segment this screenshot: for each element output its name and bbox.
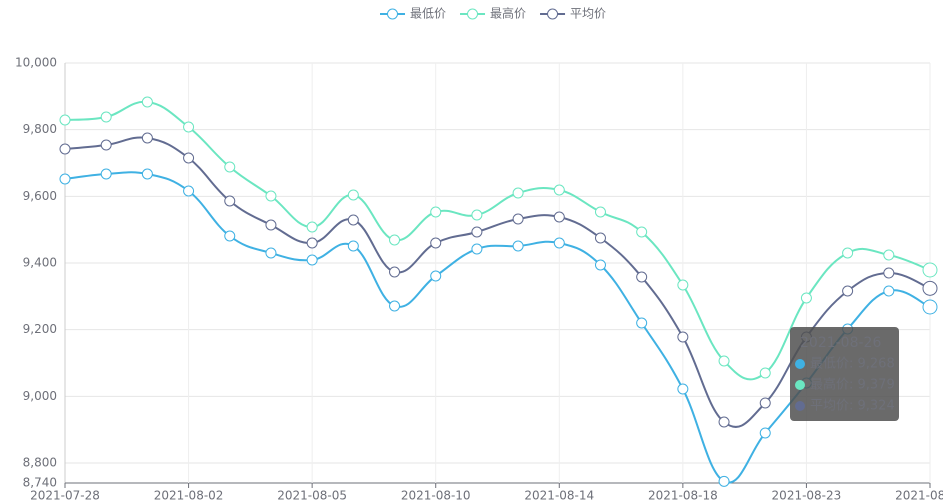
legend-marker: [387, 8, 398, 20]
data-point[interactable]: [59, 143, 71, 155]
x-tick-label: 2021-08-02: [154, 489, 224, 501]
data-point[interactable]: [636, 226, 648, 238]
data-point[interactable]: [141, 132, 153, 144]
data-point[interactable]: [141, 168, 153, 180]
data-point[interactable]: [224, 161, 236, 173]
x-tick-label: 2021-08-14: [524, 489, 594, 501]
data-point[interactable]: [347, 240, 359, 252]
data-point[interactable]: [883, 285, 895, 297]
data-point[interactable]: [183, 152, 195, 164]
y-tick-label: 8,800: [23, 456, 57, 470]
legend-label[interactable]: 最高价: [490, 6, 526, 21]
data-point[interactable]: [842, 285, 854, 297]
data-point[interactable]: [594, 206, 606, 218]
x-tick-label: 2021-08-18: [648, 489, 718, 501]
data-point[interactable]: [553, 211, 565, 223]
tooltip-line: 最高价: 9,379: [810, 377, 895, 393]
data-point[interactable]: [718, 416, 730, 428]
data-point[interactable]: [347, 214, 359, 226]
data-point[interactable]: [636, 317, 648, 329]
x-tick-label: 2021-08-10: [401, 489, 471, 501]
data-point[interactable]: [224, 230, 236, 242]
tooltip-dot: [795, 380, 805, 390]
y-tick-label: 9,800: [23, 122, 57, 136]
data-point[interactable]: [512, 187, 524, 199]
x-tick-label: 2021-08-23: [772, 489, 842, 501]
data-point[interactable]: [430, 270, 442, 282]
legend-marker: [467, 8, 479, 20]
tooltip-dot: [795, 359, 805, 369]
legend-label[interactable]: 最低价: [410, 7, 446, 21]
tooltip-line: 平均价: 9,324: [810, 399, 895, 414]
data-point[interactable]: [347, 189, 359, 201]
y-tick-label: 10,000: [15, 56, 57, 70]
tooltip-box: [790, 327, 899, 421]
data-point[interactable]: [677, 331, 689, 343]
data-point[interactable]: [183, 121, 195, 133]
data-point[interactable]: [553, 237, 565, 249]
data-point[interactable]: [265, 219, 277, 231]
series-line: [64, 136, 931, 428]
x-tick-label: 2021-07-28: [30, 489, 100, 501]
data-point[interactable]: [389, 234, 401, 246]
tooltip-line: 最低价: 9,268: [810, 357, 895, 372]
data-point[interactable]: [594, 259, 606, 271]
data-point[interactable]: [922, 280, 938, 296]
data-point[interactable]: [759, 427, 771, 439]
data-point[interactable]: [553, 184, 565, 196]
y-tick-label: 9,200: [23, 322, 57, 336]
data-point[interactable]: [265, 190, 277, 202]
data-point[interactable]: [842, 247, 854, 259]
data-point[interactable]: [800, 292, 812, 304]
tooltip-dot: [795, 401, 805, 411]
data-point[interactable]: [430, 206, 442, 218]
data-point[interactable]: [306, 237, 318, 249]
x-tick-label: 2021-08-05: [277, 489, 347, 501]
data-point[interactable]: [306, 221, 318, 233]
data-point[interactable]: [100, 139, 112, 151]
data-point[interactable]: [471, 209, 483, 221]
data-point[interactable]: [306, 254, 318, 266]
data-point[interactable]: [265, 247, 277, 259]
data-point[interactable]: [512, 240, 524, 252]
data-point[interactable]: [183, 185, 195, 197]
data-point[interactable]: [141, 96, 153, 108]
data-point[interactable]: [430, 237, 442, 249]
data-point[interactable]: [100, 168, 112, 180]
legend-label[interactable]: 平均价: [570, 7, 606, 21]
tooltip-title: 2021-08-26: [800, 335, 881, 351]
data-point[interactable]: [759, 397, 771, 409]
data-point[interactable]: [883, 267, 895, 279]
data-point[interactable]: [922, 299, 938, 315]
data-point[interactable]: [636, 271, 648, 283]
data-point[interactable]: [389, 300, 401, 312]
y-tick-label: 8,740: [23, 476, 57, 490]
tooltip: 2021-08-26 最低价: 9,268 最高价: 9,379 平均价: 9,324: [790, 327, 899, 421]
data-point[interactable]: [759, 367, 771, 379]
data-point[interactable]: [718, 475, 730, 487]
data-point[interactable]: [389, 266, 401, 278]
y-tick-label: 9,000: [23, 389, 57, 403]
legend: 最低价 最高价 平均价: [380, 6, 606, 21]
series-line: [64, 100, 931, 381]
data-point[interactable]: [677, 279, 689, 291]
data-point[interactable]: [471, 243, 483, 255]
data-point[interactable]: [883, 249, 895, 261]
data-point[interactable]: [512, 213, 524, 225]
data-point[interactable]: [224, 195, 236, 207]
data-point[interactable]: [718, 355, 730, 367]
data-point[interactable]: [100, 111, 112, 123]
data-point[interactable]: [59, 114, 71, 126]
legend-marker: [547, 8, 559, 20]
data-point[interactable]: [59, 173, 71, 185]
data-point[interactable]: [677, 383, 689, 395]
x-tick-label: 2021-08-26: [895, 489, 943, 501]
data-point[interactable]: [594, 232, 606, 244]
data-point[interactable]: [471, 226, 483, 238]
data-point[interactable]: [922, 262, 938, 278]
y-tick-label: 9,400: [23, 256, 57, 270]
y-tick-label: 9,600: [23, 189, 57, 203]
